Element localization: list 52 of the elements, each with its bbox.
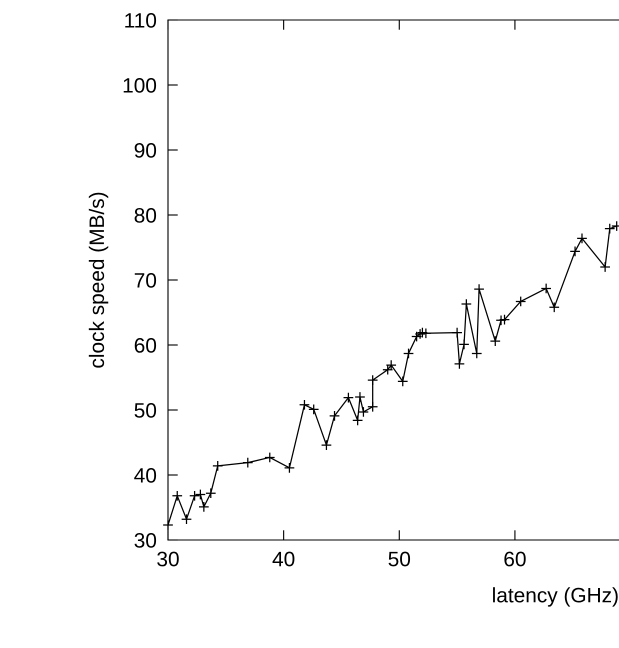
point: [460, 298, 472, 310]
point: [342, 392, 354, 404]
point: [212, 460, 224, 472]
point: [496, 314, 507, 326]
x-tick-label: 60: [504, 552, 526, 566]
y-tick-label: 80: [134, 208, 156, 223]
point: [320, 440, 332, 451]
point: [264, 452, 276, 463]
point: [298, 399, 310, 410]
point: [354, 392, 366, 402]
y-tick-label: 40: [134, 468, 156, 483]
point: [576, 232, 588, 244]
point: [403, 348, 414, 359]
y-tick-label: 50: [134, 403, 156, 418]
y-tick-label: 110: [125, 13, 156, 28]
point: [540, 282, 552, 294]
point: [548, 302, 560, 313]
point: [198, 501, 210, 512]
point: [454, 358, 465, 370]
point: [181, 514, 192, 525]
y-tick-label: 60: [134, 338, 156, 353]
y-axis-title: clock speed (MB/s): [88, 192, 108, 368]
point: [329, 410, 340, 422]
point: [367, 374, 378, 386]
point: [458, 338, 470, 350]
y-tick-label: 70: [134, 273, 156, 288]
point: [490, 336, 501, 347]
point: [352, 414, 364, 426]
point: [570, 246, 581, 257]
point: [205, 488, 216, 499]
point: [515, 296, 526, 307]
point: [172, 490, 183, 502]
point: [499, 314, 510, 326]
point: [194, 489, 206, 500]
y-tick-label: 90: [134, 143, 156, 158]
x-tick-label: 30: [157, 552, 179, 566]
x-axis-title: latency (GHz): [493, 587, 618, 607]
point: [452, 327, 463, 338]
x-tick-label: 40: [272, 552, 294, 566]
point: [397, 376, 408, 387]
point: [367, 401, 378, 412]
y-tick-label: 100: [124, 78, 156, 93]
y-tick-label: 30: [134, 533, 156, 548]
point: [308, 404, 320, 415]
point: [358, 406, 369, 418]
point: [242, 457, 254, 468]
point: [474, 284, 485, 295]
x-tick-label: 50: [388, 552, 410, 566]
point: [189, 490, 200, 502]
point: [600, 262, 611, 272]
point: [284, 462, 295, 474]
point: [604, 223, 616, 234]
